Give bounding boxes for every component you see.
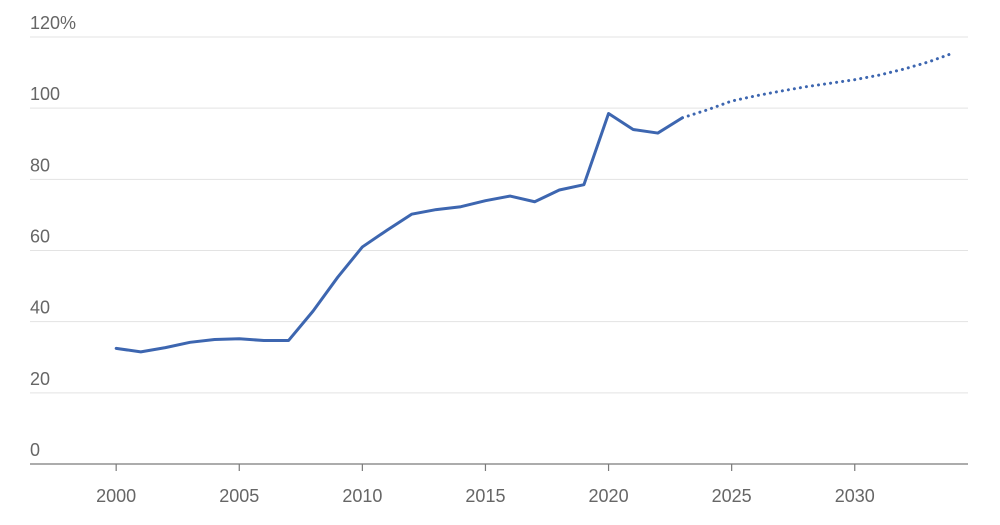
x-tick-label-2030: 2030: [835, 486, 875, 506]
y-axis-tick-labels: 0 20 40 60 80 100 120%: [30, 13, 76, 460]
x-tick-label-2020: 2020: [589, 486, 629, 506]
projection-line: [680, 51, 955, 120]
y-tick-label-0: 0: [30, 440, 40, 460]
x-tick-label-2025: 2025: [712, 486, 752, 506]
series-lines: [114, 51, 955, 354]
grid-lines: [30, 36, 968, 394]
x-tick-label-2015: 2015: [465, 486, 505, 506]
x-axis-tick-labels: 2000 2005 2010 2015 2020 2025 2030: [96, 486, 875, 506]
y-tick-label-100: 100: [30, 84, 60, 104]
x-tick-label-2005: 2005: [219, 486, 259, 506]
historical-line: [114, 112, 684, 354]
y-tick-label-20: 20: [30, 369, 50, 389]
y-tick-label-40: 40: [30, 298, 50, 318]
y-tick-label-80: 80: [30, 155, 50, 175]
x-tick-label-2000: 2000: [96, 486, 136, 506]
y-tick-label-60: 60: [30, 227, 50, 247]
x-axis-ticks: [115, 464, 856, 471]
y-tick-label-120: 120%: [30, 13, 76, 33]
x-tick-label-2010: 2010: [342, 486, 382, 506]
